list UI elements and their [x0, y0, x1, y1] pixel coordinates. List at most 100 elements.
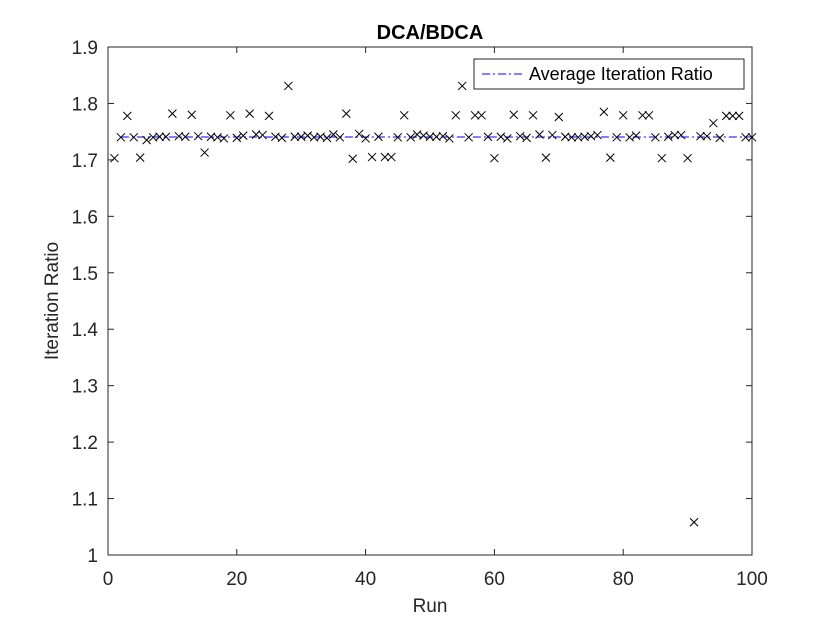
- y-tick-label: 1.3: [72, 377, 98, 398]
- data-point: [135, 153, 145, 162]
- data-point: [663, 132, 673, 142]
- data-point: [142, 135, 151, 145]
- y-tick-label: 1.6: [72, 207, 98, 228]
- x-tick-label: 0: [103, 569, 114, 590]
- data-point: [625, 132, 634, 142]
- data-point: [702, 131, 712, 141]
- data-point: [406, 132, 416, 142]
- data-point: [168, 109, 177, 118]
- x-tick-label: 20: [226, 569, 247, 590]
- data-point: [110, 153, 119, 163]
- y-tick-label: 1.7: [72, 151, 98, 172]
- data-point: [554, 112, 564, 122]
- data-point: [116, 132, 126, 142]
- data-point: [283, 81, 293, 91]
- legend: Average Iteration Ratio: [473, 58, 745, 90]
- data-point: [709, 118, 718, 128]
- data-point: [548, 130, 557, 140]
- data-point: [129, 132, 139, 142]
- data-point: [644, 110, 654, 120]
- data-point: [502, 134, 512, 143]
- data-point: [341, 109, 351, 118]
- data-point: [380, 152, 390, 162]
- plot-area: [107, 46, 753, 556]
- data-point: [515, 131, 525, 141]
- x-tick-label: 60: [484, 569, 505, 590]
- data-point: [393, 132, 403, 142]
- data-point: [483, 132, 493, 142]
- data-point: [451, 110, 461, 120]
- y-tick-label: 1.5: [72, 264, 98, 285]
- data-point: [232, 133, 242, 143]
- data-point: [638, 110, 647, 120]
- data-point: [618, 110, 628, 120]
- data-point: [335, 132, 345, 142]
- data-point: [399, 110, 409, 120]
- data-point: [631, 131, 641, 140]
- data-point: [605, 153, 615, 162]
- data-point: [329, 130, 338, 139]
- data-points: [110, 81, 757, 527]
- data-point: [509, 110, 519, 120]
- y-tick-label: 1: [87, 546, 98, 567]
- axis-ticks: 0 20 40 60 80 100 1 1.1 1.2 1.3 1.4 1.5 1.6 1.7 1.8 1.9: [72, 38, 768, 590]
- data-point: [593, 130, 602, 140]
- data-point: [122, 111, 132, 121]
- x-axis-label: Run: [413, 596, 448, 617]
- data-point: [522, 133, 531, 143]
- y-tick-label: 1.8: [72, 94, 98, 115]
- data-point: [464, 132, 473, 142]
- data-point: [599, 107, 609, 117]
- y-axis-label: Iteration Ratio: [42, 242, 63, 360]
- data-point: [187, 110, 197, 120]
- data-point: [387, 152, 396, 162]
- data-point: [219, 134, 229, 143]
- data-point: [374, 132, 383, 142]
- data-point: [425, 132, 435, 142]
- data-point: [612, 132, 622, 142]
- data-point: [696, 131, 705, 141]
- data-point: [457, 81, 467, 91]
- data-point: [226, 110, 235, 120]
- data-point: [354, 129, 364, 139]
- data-point: [715, 133, 725, 143]
- data-point: [180, 132, 190, 142]
- data-point: [438, 131, 448, 141]
- legend-label: Average Iteration Ratio: [529, 64, 713, 84]
- data-point: [734, 111, 744, 121]
- data-point: [490, 153, 499, 163]
- data-point: [657, 153, 667, 163]
- data-point: [528, 110, 538, 120]
- data-point: [290, 132, 300, 142]
- data-point: [728, 111, 738, 121]
- data-point: [200, 148, 209, 157]
- data-point: [277, 133, 287, 143]
- data-point: [258, 130, 267, 140]
- data-point: [322, 133, 332, 143]
- y-tick-label: 1.2: [72, 433, 98, 454]
- data-point: [245, 109, 255, 118]
- data-point: [361, 134, 370, 143]
- data-point: [238, 131, 248, 140]
- data-point: [535, 130, 544, 139]
- x-tick-label: 80: [613, 569, 634, 590]
- data-point: [470, 110, 480, 120]
- data-point: [303, 131, 312, 140]
- data-point: [721, 111, 731, 121]
- data-point: [689, 517, 699, 527]
- data-point: [348, 154, 358, 164]
- data-point: [161, 132, 171, 142]
- data-point: [477, 110, 486, 120]
- data-point: [747, 132, 757, 142]
- chart-title: DCA/BDCA: [377, 22, 484, 44]
- data-point: [444, 134, 454, 143]
- y-tick-label: 1.4: [72, 320, 99, 341]
- data-point: [496, 132, 506, 142]
- data-point: [683, 153, 692, 163]
- x-tick-label: 40: [355, 569, 376, 590]
- data-point: [193, 131, 203, 141]
- data-point: [541, 153, 551, 162]
- data-point: [264, 111, 274, 121]
- data-point: [155, 132, 164, 142]
